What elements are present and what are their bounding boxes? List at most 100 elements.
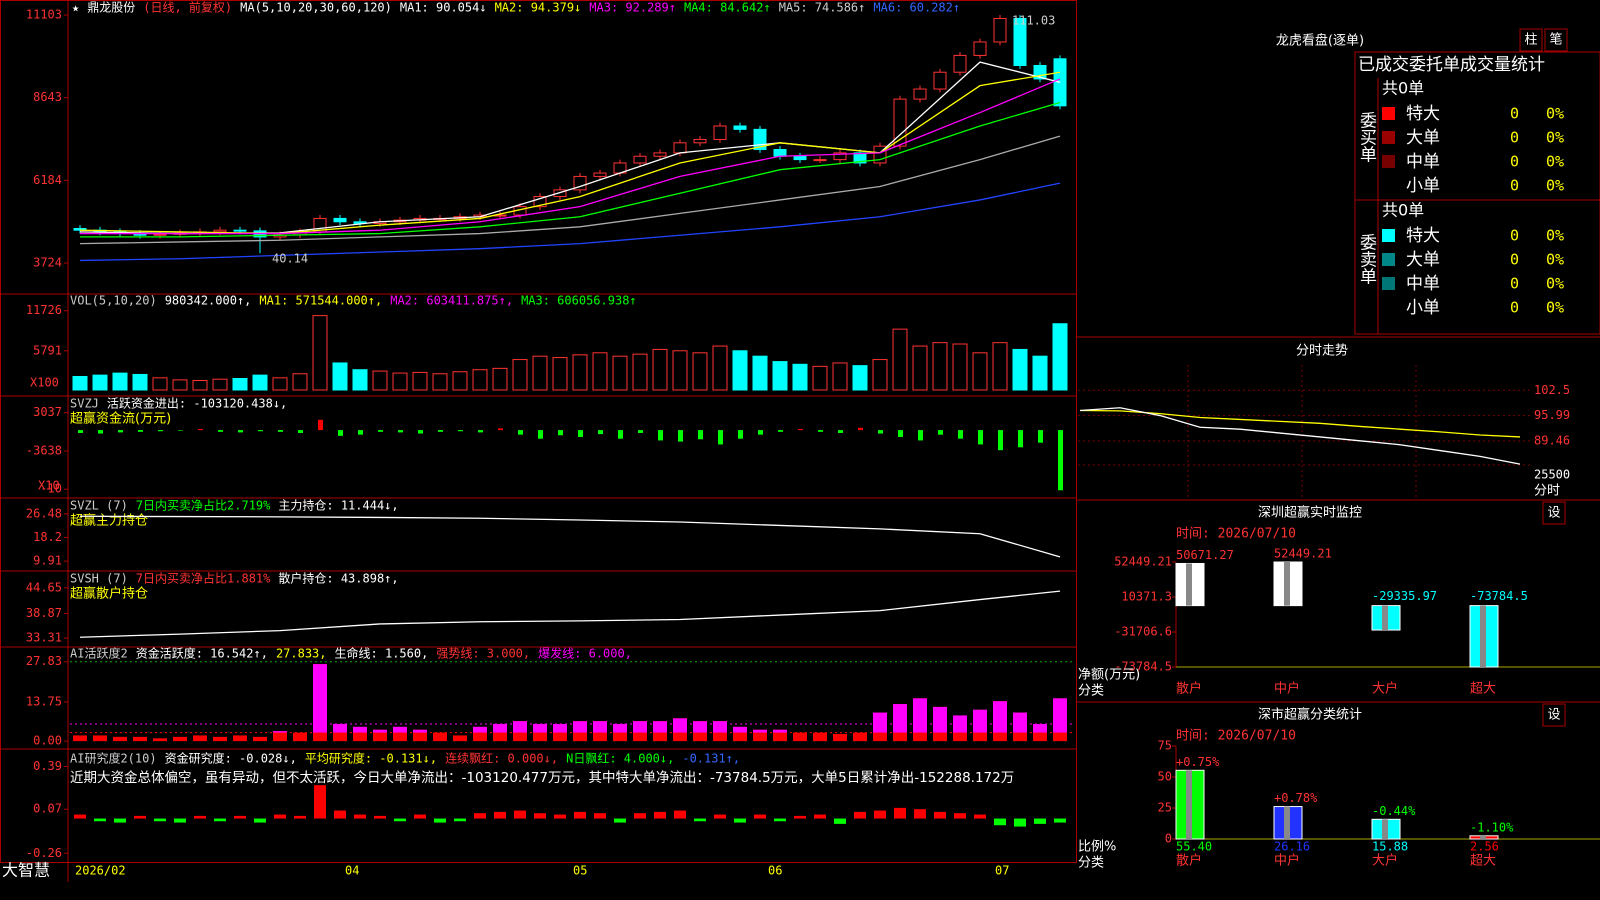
volume-bar [712,345,728,391]
y-tick-label: 13.75 [26,694,62,708]
activity-bar-top [1033,724,1047,733]
flow-bar [358,430,363,435]
button[interactable]: 柱 [1524,33,1537,48]
activity-bar-top [893,704,907,733]
flow-bar [498,428,503,431]
bar-shine [1186,563,1192,606]
research-bar [234,815,246,819]
y-tick-label: 3724 [33,255,62,269]
panel-header: VOL(5,10,20) [70,294,157,308]
panel-header: 散户持仓: 43.898↑, [278,571,398,586]
change-label: -0.44% [1372,804,1416,818]
flow-bar [178,430,183,431]
activity-bar-top [373,729,387,733]
volume-bar [1032,355,1048,391]
row-count: 0 [1510,153,1519,171]
research-bar [994,818,1006,826]
activity-bar-top [873,712,887,733]
change-label: +0.78% [1274,791,1318,805]
candle-body [813,159,827,162]
y-tick-label: 102.5 [1534,383,1570,397]
research-bar [894,807,906,819]
button[interactable] [1544,28,1568,52]
research-bar [534,813,546,819]
button[interactable]: 笔 [1549,32,1562,48]
panel-header: 资金研究度: -0.028↓, [165,751,297,766]
y-tick-label: 33.31 [26,631,62,645]
candle-body [793,155,807,161]
research-bar [114,818,126,823]
row-name: 特大 [1406,104,1440,124]
panel-title: 深市超赢分类统计 [1258,707,1362,723]
ma-line [79,182,1061,262]
activity-bar [173,736,187,742]
x-label: 07 [995,864,1009,878]
flow-bar [98,430,103,434]
flow-bar [598,430,603,435]
research-bar [714,814,726,819]
flow-bar [478,430,483,433]
research-bar [334,810,346,819]
flow-bar [298,430,303,433]
flow-bar [938,430,943,435]
research-bar [614,818,626,823]
button[interactable]: 设 [1547,708,1560,723]
activity-bar-top [993,701,1007,733]
activity-bar-top [1053,698,1067,733]
flow-bar [698,430,703,440]
flow-bar [518,430,523,435]
volume-bar [72,375,88,391]
activity-bar-top [613,724,627,733]
flow-bar [138,430,143,432]
row-count: 0 [1510,129,1519,147]
button[interactable] [1542,703,1566,727]
activity-bar-top [733,726,747,733]
value-label: 26.16 [1274,840,1310,854]
flow-bar [778,430,783,432]
button[interactable]: 设 [1547,506,1560,521]
flow-bar [998,430,1003,451]
dragon-table-frame [1354,51,1600,335]
intraday-grid [1078,365,1530,498]
flow-bar [398,430,403,433]
volume-bar [512,359,528,391]
research-bar [854,811,866,819]
row-name: 小单 [1406,298,1440,318]
category-label: 散户 [1176,853,1202,869]
panel-title: 龙虎看盘(逐单) [1276,33,1364,49]
y-tick-label: 11726 [26,303,62,317]
panel-subtitle: 超赢散户持仓 [70,586,148,602]
value-label: -73784.5 [1470,589,1528,603]
button[interactable] [1542,501,1566,525]
candle-body [953,54,967,73]
panel-title: 深圳超赢实时监控 [1258,505,1362,521]
activity-bar-top [333,724,347,733]
row-pct: 0% [1546,153,1564,171]
flow-bar [158,430,163,432]
bar-shine [1382,605,1388,631]
low-annotation: 40.14 [272,252,308,266]
panel-header: 资金活跃度: 16.542↑, [136,646,268,661]
y-tick-label: 26.48 [26,506,62,520]
y-tick-label: 0.07 [33,802,62,816]
ma-readout: MA2: 94.379↓ [495,1,582,15]
flow-bar [678,430,683,442]
bar-shine [1480,835,1486,839]
y-tick-label: -31706.6 [1114,625,1172,639]
research-bar [654,811,666,819]
row-pct: 0% [1546,299,1564,317]
time-label: 时间: 2026/07/10 [1176,729,1296,744]
panel-header: SVZJ [70,397,99,411]
research-bar [474,813,486,819]
volume-bar [672,350,688,391]
y-tick-label: -0.26 [26,846,62,860]
volume-bar [1012,348,1028,391]
button[interactable] [1519,28,1543,52]
activity-bar [153,738,167,742]
volume-bar [732,350,748,391]
volume-bar [232,378,248,391]
category-label: 散户 [1176,681,1202,697]
axis-label: 分类 [1078,856,1104,871]
volume-bar [972,352,988,391]
